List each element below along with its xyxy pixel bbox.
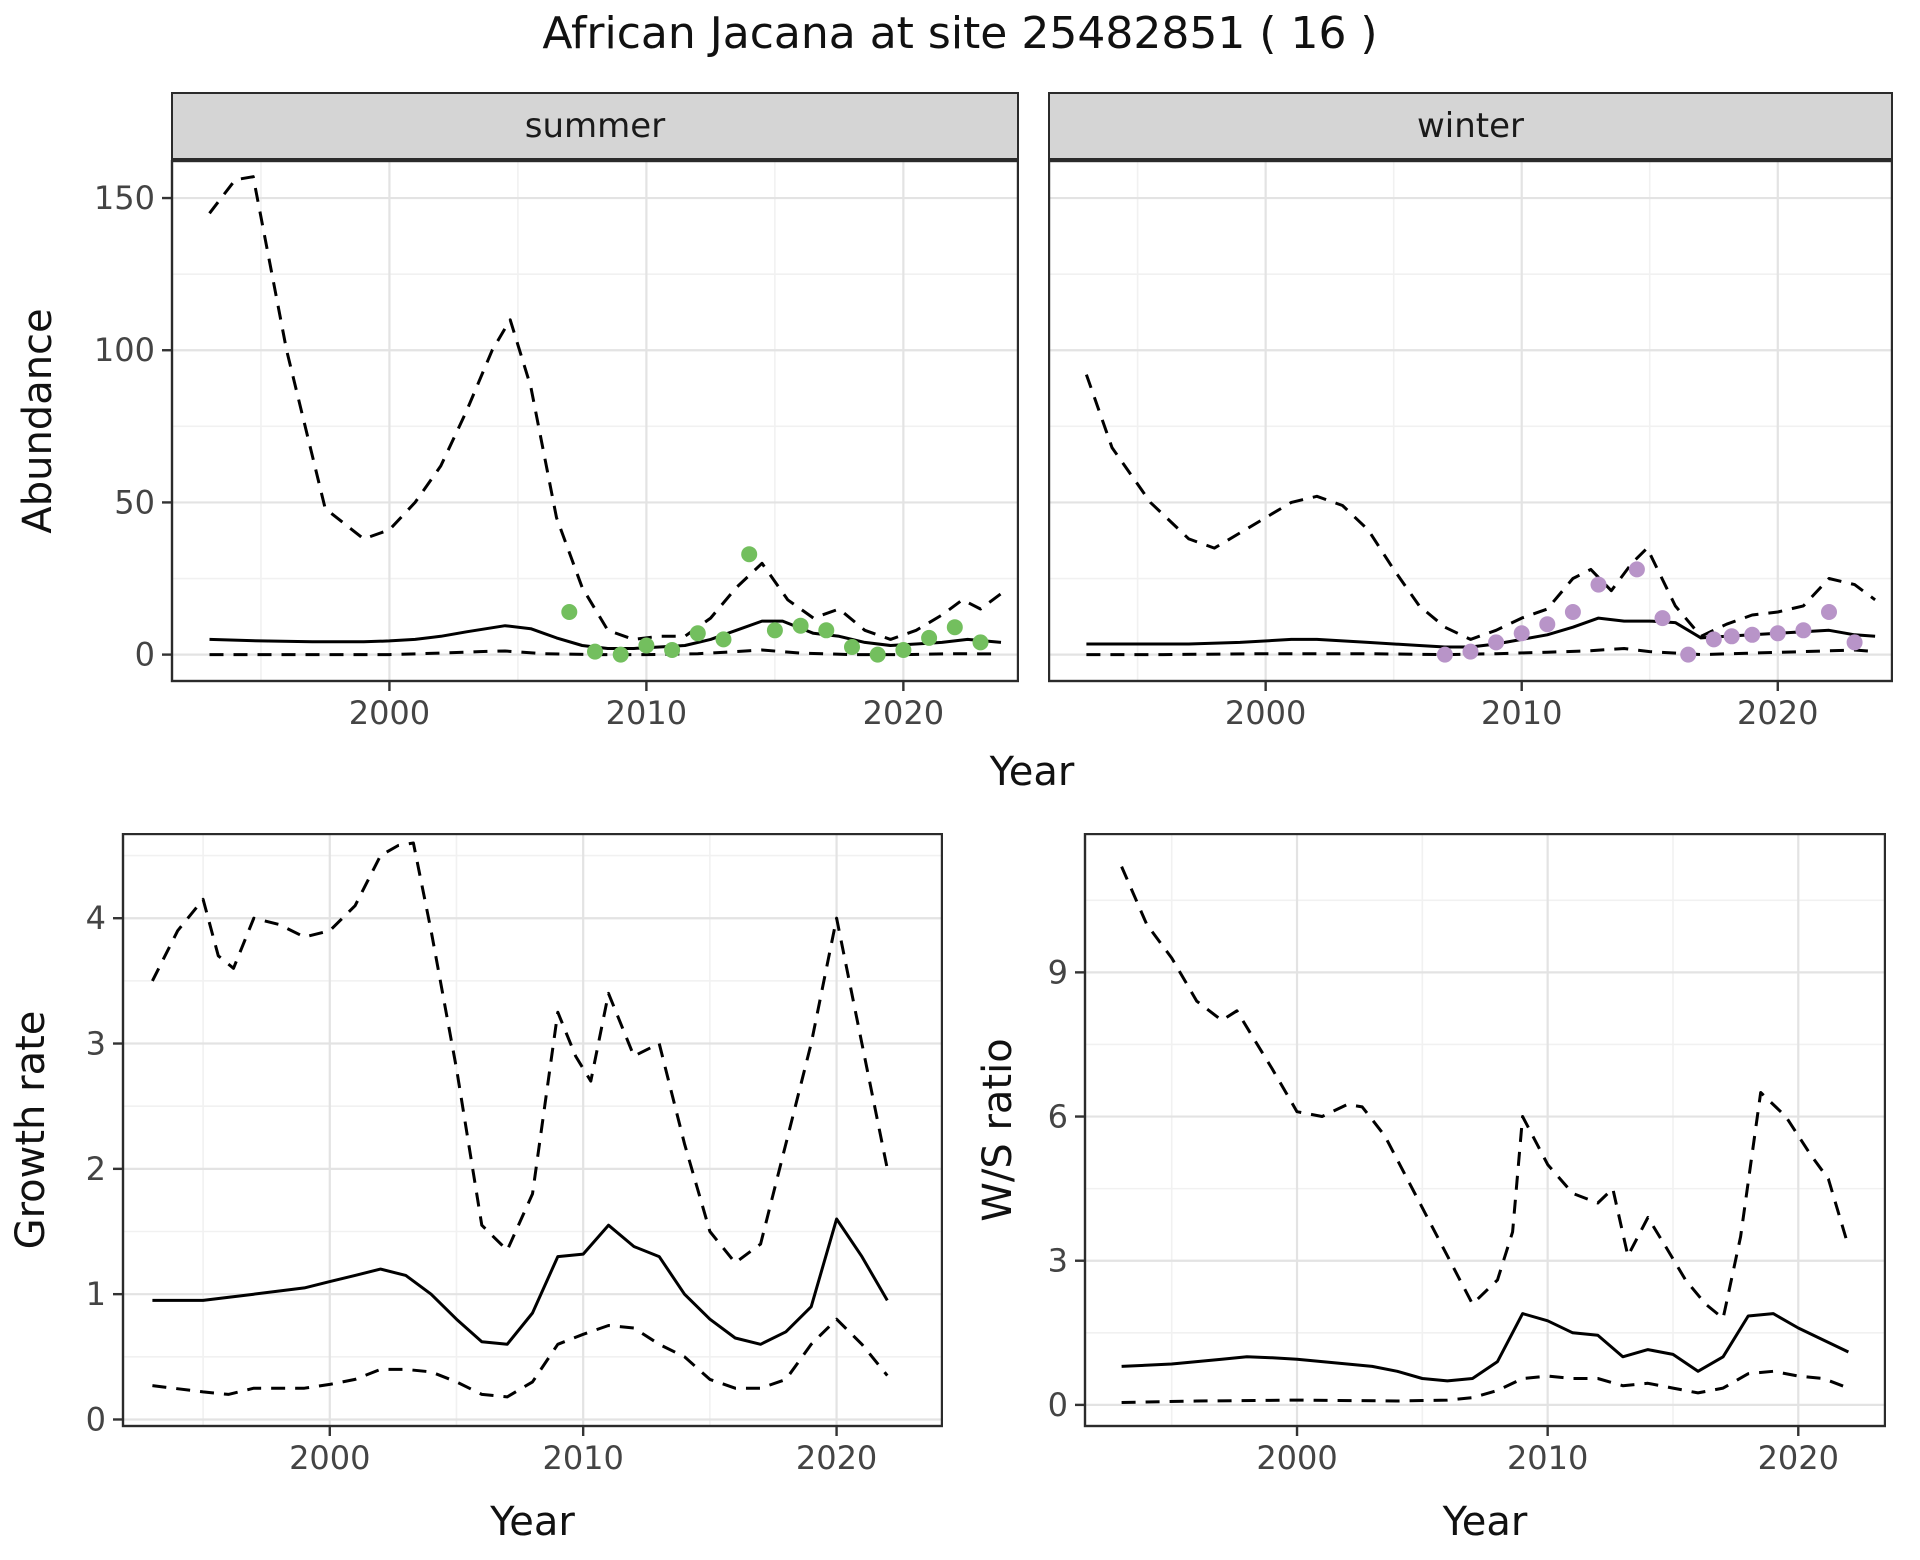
- svg-text:2010: 2010: [1481, 694, 1562, 732]
- panel-ws-ratio: 2000 2010 2020 0 3 6 9: [1004, 832, 1887, 1487]
- svg-text:2000: 2000: [1225, 694, 1306, 732]
- chart-svg-abundance-summer: 2000 2010 2020 0 50 100 150: [94, 159, 1020, 732]
- facet-strip-summer: summer: [171, 92, 1019, 160]
- y-axis-title-abundance: Abundance: [15, 308, 61, 534]
- svg-text:2020: 2020: [796, 1439, 877, 1477]
- svg-text:4: 4: [86, 899, 106, 937]
- svg-text:0: 0: [1048, 1386, 1068, 1424]
- chart-title: African Jacana at site 25482851 ( 16 ): [542, 8, 1378, 59]
- y-axis-title-growth-rate: Growth rate: [8, 1010, 54, 1250]
- svg-text:2010: 2010: [542, 1439, 623, 1477]
- facet-strip-winter: winter: [1048, 92, 1893, 160]
- svg-text:3: 3: [86, 1025, 106, 1063]
- svg-text:1: 1: [86, 1275, 106, 1313]
- svg-text:2020: 2020: [1737, 694, 1818, 732]
- y-axis-title-ws-ratio: W/S ratio: [975, 1038, 1021, 1222]
- svg-text:6: 6: [1048, 1098, 1068, 1136]
- svg-text:2000: 2000: [349, 694, 430, 732]
- svg-text:2: 2: [86, 1150, 106, 1188]
- facet-strip-summer-label: summer: [524, 106, 666, 146]
- x-axis-title-ws-ratio: Year: [1442, 1499, 1528, 1545]
- chart-svg-abundance-winter: 2000 2010 2020: [1047, 159, 1894, 732]
- facet-strip-winter-label: winter: [1416, 106, 1525, 146]
- svg-text:0: 0: [86, 1400, 106, 1438]
- svg-text:100: 100: [94, 331, 155, 369]
- svg-text:2010: 2010: [1507, 1439, 1588, 1477]
- chart-svg-ws-ratio: 2000 2010 2020 0 3 6 9: [1048, 832, 1887, 1477]
- chart-svg-growth-rate: 2000 2010 2020 0 1 2 3 4: [86, 832, 944, 1477]
- svg-text:2000: 2000: [289, 1439, 370, 1477]
- svg-text:2010: 2010: [606, 694, 687, 732]
- svg-text:2020: 2020: [1758, 1439, 1839, 1477]
- panel-abundance-summer: 2000 2010 2020 0 50 100 150: [91, 159, 1020, 742]
- panel-growth-rate: 2000 2010 2020 0 1 2 3 4: [42, 832, 944, 1487]
- svg-text:2020: 2020: [863, 694, 944, 732]
- svg-text:50: 50: [114, 483, 155, 521]
- x-axis-title-top: Year: [989, 749, 1075, 795]
- svg-text:150: 150: [94, 179, 155, 217]
- svg-text:9: 9: [1048, 953, 1068, 991]
- svg-text:2000: 2000: [1256, 1439, 1337, 1477]
- panel-abundance-winter: 2000 2010 2020: [1047, 159, 1894, 742]
- svg-text:0: 0: [135, 636, 155, 674]
- x-axis-title-growth-rate: Year: [490, 1499, 575, 1545]
- svg-text:3: 3: [1048, 1242, 1068, 1280]
